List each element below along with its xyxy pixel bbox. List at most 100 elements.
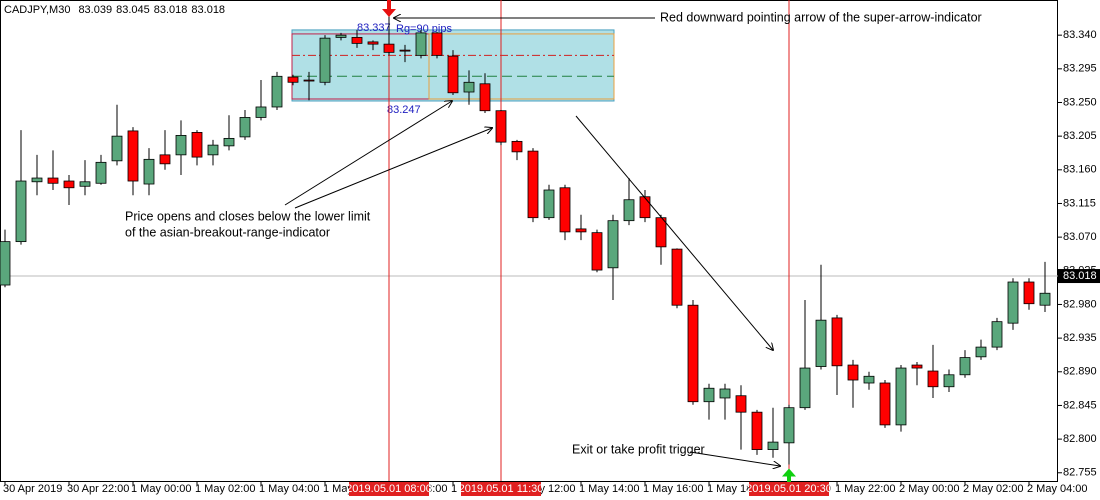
candle-body-up	[991, 321, 1003, 348]
range-low-label: 83.247	[387, 104, 421, 116]
candle-body-up	[895, 367, 907, 426]
candle-body-up	[239, 117, 251, 138]
header-value: 83.045	[116, 4, 150, 16]
candle-body-down	[303, 79, 315, 82]
header-value: 83.018	[191, 4, 225, 16]
candle-body-up	[463, 81, 475, 93]
candle-body-down	[655, 217, 667, 248]
x-tick-label: 1 May 14:00	[579, 483, 640, 495]
y-tick-label: 82.800	[1063, 433, 1097, 445]
candle-body-up	[943, 374, 955, 388]
last-price-label: 83.018	[1063, 270, 1097, 282]
y-tick-label: 83.205	[1063, 130, 1097, 142]
annotation-arrow	[294, 128, 492, 209]
candle-body-down	[527, 150, 539, 219]
last-price-bg	[1058, 269, 1100, 284]
y-tick-label: 83.250	[1063, 96, 1097, 108]
candle-body-up	[543, 189, 555, 219]
vline-label-bg	[461, 482, 541, 496]
candle-body-down	[847, 364, 859, 381]
x-tick-label: 30 Apr 22:00	[67, 483, 129, 495]
signal-arrow-down	[382, 0, 396, 17]
candle-body-up	[623, 199, 635, 222]
candle-body-down	[831, 317, 843, 367]
range-box-breakout	[428, 33, 615, 100]
candle-body-up	[271, 75, 283, 108]
candle-body-up	[415, 32, 427, 56]
symbol: CADJPY,M30	[4, 4, 70, 16]
candle-body-up	[319, 37, 331, 83]
y-tick-label: 83.340	[1063, 29, 1097, 41]
candle-body-up	[815, 319, 827, 367]
candle-body-up	[79, 181, 91, 187]
candle-body-down	[431, 32, 443, 56]
candle-body-up	[207, 144, 219, 156]
annotation: Price opens and closes below the lower l…	[125, 209, 371, 223]
y-tick-label: 82.935	[1063, 332, 1097, 344]
candle-body-up	[959, 357, 971, 376]
candle-body-down	[1023, 281, 1035, 305]
vline-label-bg	[349, 482, 429, 496]
candle-body-down	[479, 83, 491, 112]
candle-body-up	[863, 375, 875, 384]
candle-body-down	[447, 55, 459, 94]
candle-body-down	[751, 411, 763, 450]
candle-body-up	[175, 134, 187, 156]
annotation: of the asian-breakout-range-indicator	[125, 225, 330, 239]
y-tick-label: 83.115	[1063, 197, 1096, 209]
candle-body-down	[63, 180, 75, 189]
candle-body-down	[591, 232, 603, 271]
annotation-arrow	[689, 451, 780, 466]
candle-body-down	[351, 37, 363, 44]
y-tick-label: 82.845	[1063, 399, 1097, 411]
annotation: Red downward pointing arrow of the super…	[660, 10, 982, 24]
candle-body-down	[511, 140, 523, 153]
candle-body-up	[223, 137, 235, 147]
trend-arrow	[575, 115, 773, 350]
candle-body-down	[399, 49, 411, 52]
range-high-label: 83.337	[357, 22, 391, 34]
vline-label: 2019.05.01 20:30	[746, 483, 832, 495]
y-tick-label: 83.070	[1063, 231, 1097, 243]
candle-body-up	[1039, 292, 1051, 306]
header-value: 83.018	[154, 4, 188, 16]
candle-body-up	[975, 346, 987, 358]
candle-body-up	[143, 158, 155, 185]
x-tick-label: 1 May 04:00	[259, 483, 320, 495]
candle-body-down	[367, 41, 379, 45]
candle-body-down	[735, 395, 747, 413]
signal-arrow-up	[782, 468, 796, 485]
candle-body-up	[31, 177, 43, 183]
annotation-arrow	[284, 101, 452, 206]
vline-label: 2019.05.01 08:00	[346, 483, 432, 495]
y-tick-label: 83.295	[1063, 63, 1097, 75]
y-tick-label: 82.755	[1063, 467, 1097, 479]
candle-body-down	[191, 132, 203, 158]
candle-body-up	[1007, 281, 1019, 324]
candle-body-down	[687, 304, 699, 403]
candle-body-down	[559, 187, 571, 233]
candle-body-up	[703, 387, 715, 403]
vline-label: 2019.05.01 11:30	[459, 483, 544, 495]
candle-body-down	[575, 228, 587, 233]
candle-body-up	[335, 34, 347, 38]
candle-body-down	[159, 154, 171, 165]
candle-body-up	[0, 241, 11, 286]
candle-body-up	[15, 180, 27, 243]
x-tick-label: 2 May 02:00	[963, 483, 1024, 495]
x-tick-label: 1 May 02:00	[195, 483, 256, 495]
candle-body-down	[495, 110, 507, 143]
header: CADJPY,M30 83.039 83.045 83.018 83.018	[4, 4, 225, 16]
candle-body-down	[879, 382, 891, 426]
candle-body-up	[719, 388, 731, 399]
candle-body-up	[799, 367, 811, 409]
candle-body-down	[287, 76, 299, 83]
y-tick-label: 82.980	[1063, 298, 1097, 310]
range-label: Rg=90 pips	[396, 23, 452, 35]
candle-body-down	[383, 43, 395, 53]
header-value: 83.039	[78, 4, 112, 16]
candle-body-down	[911, 364, 923, 369]
candle-body-up	[111, 135, 123, 162]
